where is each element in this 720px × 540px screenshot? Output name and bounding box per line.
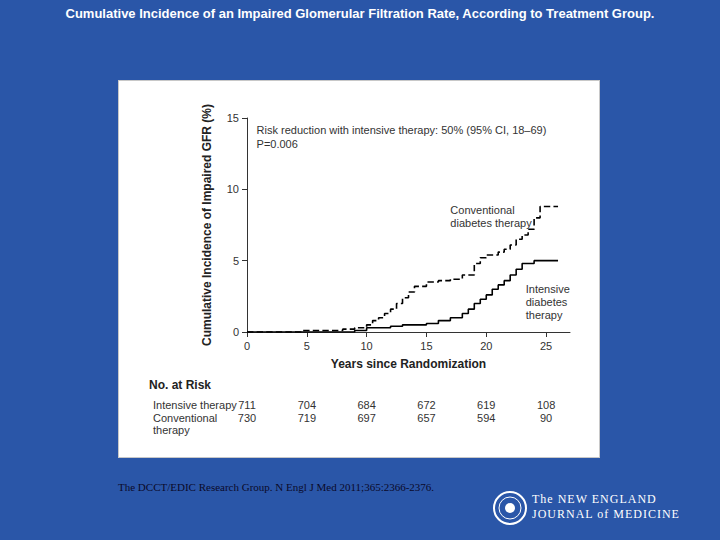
html-text:Cumulative Incidence of an Imp: Cumulative Incidence of an Impaired Glom… xyxy=(65,6,655,21)
svg-text:5: 5 xyxy=(233,255,239,267)
svg-text:therapy: therapy xyxy=(526,309,563,321)
svg-text:5: 5 xyxy=(304,340,310,352)
svg-text:15: 15 xyxy=(227,112,239,124)
svg-text:619: 619 xyxy=(477,399,495,411)
svg-text:Intensive therapy: Intensive therapy xyxy=(153,399,237,411)
svg-text:diabetes: diabetes xyxy=(526,296,568,308)
svg-text:15: 15 xyxy=(420,340,432,352)
svg-text:711: 711 xyxy=(238,399,256,411)
svg-text:10: 10 xyxy=(361,340,373,352)
svg-text:Intensive: Intensive xyxy=(526,283,570,295)
svg-text:Conventional: Conventional xyxy=(450,204,514,216)
svg-text:719: 719 xyxy=(298,412,316,424)
svg-text:P=0.006: P=0.006 xyxy=(257,138,298,150)
svg-text:diabetes therapy: diabetes therapy xyxy=(450,217,532,229)
svg-text:90: 90 xyxy=(540,412,552,424)
svg-text:No. at Risk: No. at Risk xyxy=(149,378,211,392)
html-text:The DCCT/EDIC Research Group.: The DCCT/EDIC Research Group. N Engl J M… xyxy=(118,481,435,493)
svg-text:therapy: therapy xyxy=(153,424,190,436)
svg-text:25: 25 xyxy=(540,340,552,352)
svg-text:704: 704 xyxy=(298,399,316,411)
svg-text:697: 697 xyxy=(357,412,375,424)
svg-text:Cumulative Incidence of Impair: Cumulative Incidence of Impaired GFR (%) xyxy=(200,104,214,346)
svg-text:672: 672 xyxy=(417,399,435,411)
svg-text:684: 684 xyxy=(357,399,375,411)
svg-text:10: 10 xyxy=(227,183,239,195)
svg-text:Conventional: Conventional xyxy=(153,412,217,424)
svg-text:Years since Randomization: Years since Randomization xyxy=(331,357,486,371)
svg-text:0: 0 xyxy=(244,340,250,352)
svg-text:594: 594 xyxy=(477,412,495,424)
svg-text:Risk reduction with intensive: Risk reduction with intensive therapy: 5… xyxy=(257,124,547,136)
html-text:The NEW ENGLAND JOURNAL of MED: The NEW ENGLAND JOURNAL of MEDICINE xyxy=(532,492,680,521)
svg-text:108: 108 xyxy=(537,399,555,411)
svg-text:657: 657 xyxy=(417,412,435,424)
svg-text:0: 0 xyxy=(233,326,239,338)
svg-text:20: 20 xyxy=(480,340,492,352)
svg-text:730: 730 xyxy=(238,412,256,424)
